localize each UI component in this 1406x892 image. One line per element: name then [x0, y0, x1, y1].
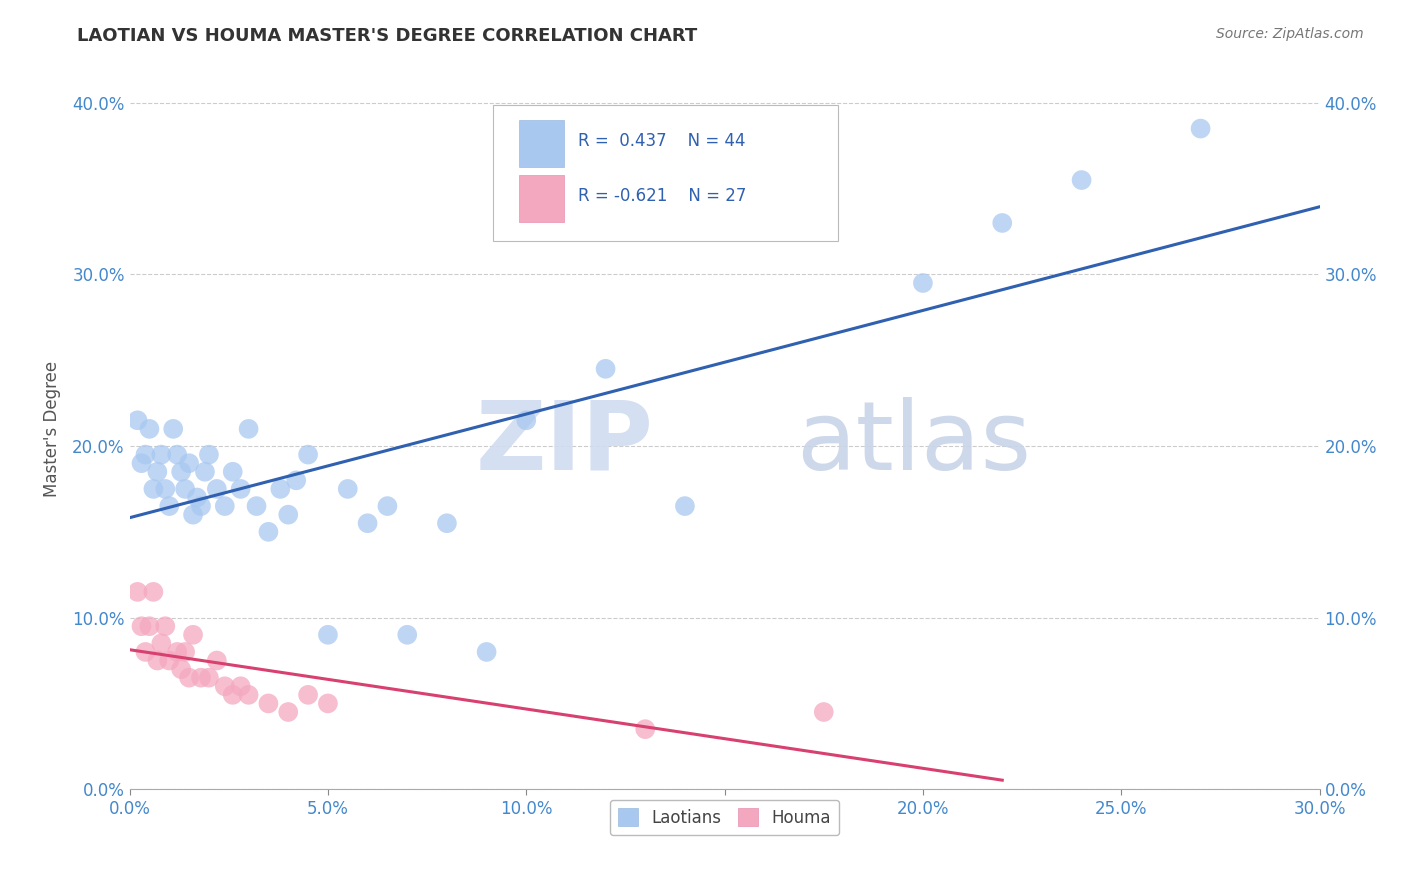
Text: LAOTIAN VS HOUMA MASTER'S DEGREE CORRELATION CHART: LAOTIAN VS HOUMA MASTER'S DEGREE CORRELA…	[77, 27, 697, 45]
Point	[475, 645, 498, 659]
Point	[157, 499, 180, 513]
Point	[277, 508, 299, 522]
Point	[138, 619, 160, 633]
Point	[336, 482, 359, 496]
Point	[297, 448, 319, 462]
Bar	[519, 120, 564, 167]
Point	[1070, 173, 1092, 187]
Point	[177, 456, 200, 470]
Point	[181, 508, 204, 522]
Point	[277, 705, 299, 719]
Point	[238, 422, 260, 436]
Text: atlas: atlas	[796, 397, 1031, 490]
Point	[205, 653, 228, 667]
Point	[257, 697, 280, 711]
Point	[634, 722, 657, 736]
Legend: Laotians, Houma: Laotians, Houma	[610, 800, 839, 835]
Point	[356, 516, 378, 531]
Point	[181, 628, 204, 642]
Text: ZIP: ZIP	[475, 397, 654, 490]
Point	[190, 671, 212, 685]
Point	[162, 422, 184, 436]
Point	[134, 645, 156, 659]
Point	[396, 628, 419, 642]
Point	[205, 482, 228, 496]
Point	[194, 465, 217, 479]
Text: Source: ZipAtlas.com: Source: ZipAtlas.com	[1216, 27, 1364, 41]
Point	[146, 465, 169, 479]
Point	[515, 413, 537, 427]
Point	[134, 448, 156, 462]
Point	[166, 645, 188, 659]
Point	[170, 662, 193, 676]
Point	[170, 465, 193, 479]
Point	[174, 482, 197, 496]
Point	[138, 422, 160, 436]
Point	[198, 448, 221, 462]
Point	[285, 474, 308, 488]
Point	[198, 671, 221, 685]
Text: R =  0.437    N = 44: R = 0.437 N = 44	[578, 132, 745, 150]
Y-axis label: Master's Degree: Master's Degree	[44, 360, 60, 497]
Point	[229, 679, 252, 693]
Point	[991, 216, 1014, 230]
Point	[166, 448, 188, 462]
FancyBboxPatch shape	[492, 104, 838, 242]
Point	[150, 636, 173, 650]
Point	[436, 516, 458, 531]
Point	[155, 482, 177, 496]
Point	[177, 671, 200, 685]
Point	[190, 499, 212, 513]
Point	[142, 482, 165, 496]
Text: R = -0.621    N = 27: R = -0.621 N = 27	[578, 187, 747, 205]
Point	[316, 628, 339, 642]
Point	[238, 688, 260, 702]
Point	[222, 465, 245, 479]
Point	[174, 645, 197, 659]
Point	[229, 482, 252, 496]
Point	[377, 499, 399, 513]
Point	[155, 619, 177, 633]
Point	[911, 276, 934, 290]
Point	[127, 585, 149, 599]
Point	[245, 499, 267, 513]
Point	[1189, 121, 1212, 136]
Point	[269, 482, 291, 496]
Point	[222, 688, 245, 702]
Point	[673, 499, 696, 513]
Point	[186, 491, 208, 505]
Point	[595, 361, 617, 376]
Point	[127, 413, 149, 427]
Point	[131, 619, 153, 633]
Point	[813, 705, 835, 719]
Point	[142, 585, 165, 599]
Point	[257, 524, 280, 539]
Point	[150, 448, 173, 462]
Point	[297, 688, 319, 702]
Point	[214, 679, 236, 693]
Point	[214, 499, 236, 513]
Bar	[519, 175, 564, 222]
Point	[316, 697, 339, 711]
Point	[157, 653, 180, 667]
Point	[131, 456, 153, 470]
Point	[146, 653, 169, 667]
